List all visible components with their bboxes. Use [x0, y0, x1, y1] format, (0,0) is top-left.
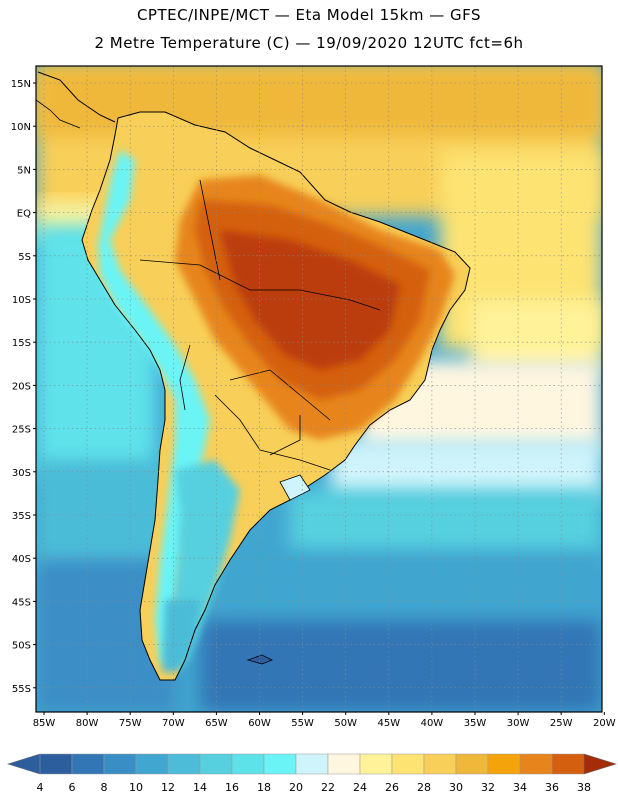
legend-swatch	[39, 753, 73, 775]
map-title-line1: CPTEC/INPE/MCT — Eta Model 15km — GFS	[136, 6, 482, 24]
lat-label: 50S	[12, 641, 31, 652]
lat-label: 35S	[12, 511, 31, 522]
legend-swatch	[295, 753, 329, 775]
lat-label: 10N	[11, 122, 31, 133]
lon-label: 25W	[550, 718, 573, 729]
legend-tick-label: 8	[101, 781, 108, 794]
legend-swatch	[391, 753, 425, 775]
lon-label: 65W	[205, 718, 228, 729]
legend-tick-label: 24	[353, 781, 367, 794]
legend-arrow-left	[6, 753, 41, 775]
lon-label: 80W	[76, 718, 99, 729]
lat-label: 20S	[12, 381, 31, 392]
lon-label: 50W	[334, 718, 357, 729]
legend-tick-label: 14	[193, 781, 207, 794]
lon-label: 30W	[507, 718, 530, 729]
lat-label: 55S	[12, 684, 31, 695]
legend-tick-label: 28	[417, 781, 431, 794]
legend-swatch	[551, 753, 585, 775]
lon-label: 45W	[377, 718, 400, 729]
legend-tick-label: 10	[129, 781, 143, 794]
legend-swatch	[231, 753, 265, 775]
lat-label: 15S	[12, 338, 31, 349]
legend-tick-label: 34	[513, 781, 527, 794]
legend-tick-label: 38	[577, 781, 591, 794]
legend-arrow-right	[583, 753, 618, 775]
lon-label: 75W	[119, 718, 142, 729]
legend-swatch	[71, 753, 105, 775]
lon-label: 40W	[421, 718, 444, 729]
lon-label: 85W	[33, 718, 56, 729]
legend-swatch	[327, 753, 361, 775]
legend-swatch	[263, 753, 297, 775]
longitude-labels: 85W 80W 75W 70W 65W 60W 55W 50W 45W 40W 35W 30W 25W 2…	[33, 712, 616, 729]
map-frame	[35, 65, 603, 713]
legend-swatch	[487, 753, 521, 775]
lat-label: 45S	[12, 597, 31, 608]
color-legend: 4 6 8 10 12 14 16 18 20 22 24 26 28 30 32 34 36 38	[6, 753, 618, 794]
lat-label: 10S	[12, 295, 31, 306]
lat-label: 5N	[17, 165, 31, 176]
legend-tick-label: 32	[481, 781, 495, 794]
legend-tick-label: 4	[37, 781, 44, 794]
lat-label: 40S	[12, 554, 31, 565]
legend-tick-label: 20	[289, 781, 303, 794]
map-field	[36, 66, 602, 712]
legend-swatch	[455, 753, 489, 775]
legend-tick-label: 26	[385, 781, 399, 794]
legend-swatch	[103, 753, 137, 775]
legend-tick-label: 18	[257, 781, 271, 794]
legend-swatch	[135, 753, 169, 775]
lat-label: 30S	[12, 468, 31, 479]
legend-swatch	[359, 753, 393, 775]
legend-tick-label: 12	[161, 781, 175, 794]
lat-label: 15N	[11, 79, 31, 90]
legend-swatch	[519, 753, 553, 775]
legend-swatch	[199, 753, 233, 775]
lat-label: 25S	[12, 425, 31, 436]
legend-swatch	[167, 753, 201, 775]
legend-swatch	[423, 753, 457, 775]
legend-tick-label: 6	[69, 781, 76, 794]
legend-tick-label: 16	[225, 781, 239, 794]
legend-tick-label: 30	[449, 781, 463, 794]
lat-label: 5S	[18, 252, 31, 263]
lon-label: 35W	[464, 718, 487, 729]
map-title-line2: 2 Metre Temperature (C) — 19/09/2020 12U…	[94, 34, 524, 52]
lon-label: 60W	[248, 718, 271, 729]
legend-tick-label: 36	[545, 781, 559, 794]
lat-label: EQ	[17, 209, 31, 220]
lon-label: 70W	[162, 718, 185, 729]
legend-tick-label: 22	[321, 781, 335, 794]
lon-label: 55W	[291, 718, 314, 729]
lon-label: 20W	[593, 718, 616, 729]
latitude-labels: 15N 10N 5N EQ 5S 10S 15S 20S 25S 30S 35S 40S 45S 50S 5…	[11, 79, 36, 695]
